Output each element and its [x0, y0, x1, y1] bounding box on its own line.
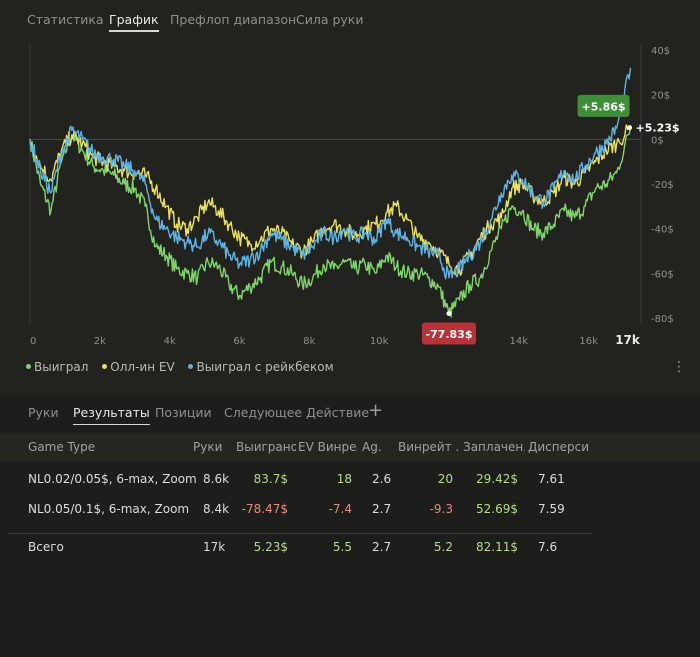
cell-variance: 7.6	[538, 540, 558, 554]
min-value-badge	[421, 322, 476, 345]
series-line	[29, 124, 631, 276]
tab-results[interactable]: Результаты	[73, 405, 150, 425]
cell-ev-winrate: -7.4	[328, 502, 352, 516]
legend-item-rakeback[interactable]: Выиграл с рейкбеком	[188, 360, 334, 374]
col-header-paid[interactable]: Заплачен...	[463, 440, 525, 454]
legend-dot	[102, 364, 108, 369]
legend-label: Выиграл с рейкбеком	[196, 360, 334, 374]
y-tick-label: -40$	[651, 225, 674, 236]
col-header-variance[interactable]: Дисперси...	[528, 440, 590, 454]
y-tick-label: 0$	[651, 135, 664, 146]
x-tick-label: 16k	[579, 336, 598, 347]
cell-paid: 29.42$	[476, 472, 518, 486]
tab-hand-strength[interactable]: Сила руки	[296, 12, 364, 27]
tab-graph[interactable]: График	[109, 12, 159, 32]
cell-hands: 8.6k	[203, 472, 230, 486]
cell-won: 83.7$	[253, 472, 288, 486]
add-tab-icon[interactable]: +	[368, 400, 384, 421]
min-value-dot	[446, 311, 452, 317]
top-tab-bar: Статистика График Префлоп диапазон Сила …	[0, 0, 700, 38]
col-header-won[interactable]: Выиграно	[236, 440, 296, 454]
col-header-aggression[interactable]: Ag.	[362, 440, 382, 454]
cell-variance: 7.61	[538, 472, 565, 486]
cell-ev-winrate: 5.5	[332, 540, 352, 554]
winnings-chart: 40$20$0$-20$-40$-60$-80$02k4k6k8k10k12k1…	[29, 44, 680, 347]
x-tick-label: 6k	[233, 336, 245, 347]
y-tick-label: -60$	[651, 269, 674, 280]
x-tick-label: 14k	[510, 336, 529, 347]
cell-winrate: 20	[437, 472, 453, 486]
legend-label: Выиграл	[34, 360, 89, 374]
tab-statistics[interactable]: Статистика	[27, 12, 104, 27]
table-header: Game Type Руки Выиграно EV Винре... Ag. …	[0, 433, 700, 461]
cell-game-type: NL0.05/0.1$, 6-max, Zoom	[28, 502, 190, 516]
legend-item-allin-ev[interactable]: Олл-ин EV	[102, 360, 175, 374]
end-value-dot	[627, 125, 633, 131]
cell-aggression: 2.7	[372, 540, 392, 554]
tab-preflop-range[interactable]: Префлоп диапазон	[170, 12, 297, 27]
cell-hands: 17k	[203, 540, 226, 554]
legend-item-won[interactable]: Выиграл	[26, 360, 88, 374]
col-header-hands[interactable]: Руки	[193, 440, 223, 454]
cell-winrate: 5.2	[433, 540, 453, 554]
cell-hands: 8.4k	[203, 502, 230, 516]
max-value-label: +5.86$	[582, 100, 626, 113]
cell-won: -78.47$	[241, 502, 288, 516]
legend-label: Олл-ин EV	[110, 360, 175, 374]
cell-aggression: 2.7	[372, 502, 392, 516]
col-header-ev-winrate[interactable]: EV Винре...	[298, 440, 358, 454]
legend-dot	[26, 364, 31, 369]
y-tick-label: -80$	[651, 314, 674, 325]
tab-hands[interactable]: Руки	[28, 405, 59, 420]
more-options-icon[interactable]: ⋮	[672, 359, 686, 375]
col-header-winrate[interactable]: Винрейт ...	[398, 440, 458, 454]
cell-paid: 82.11$	[476, 540, 518, 554]
table-row[interactable]: NL0.05/0.1$, 6-max, Zoom 8.4k -78.47$ -7…	[0, 496, 700, 524]
table-row[interactable]: NL0.02/0.05$, 6-max, Zoom 8.6k 83.7$ 18 …	[0, 466, 700, 494]
x-tick-label: 2k	[94, 336, 106, 347]
cell-aggression: 2.6	[372, 472, 392, 486]
table-total-row: Всего 17k 5.23$ 5.5 2.7 5.2 82.11$ 7.6	[0, 534, 700, 562]
y-tick-label: 40$	[651, 46, 670, 57]
min-value-label: -77.83$	[425, 328, 472, 341]
tab-next-action[interactable]: Следующее Действие	[224, 405, 370, 420]
total-divider	[8, 533, 592, 534]
y-tick-label: 20$	[651, 91, 670, 102]
legend-dot	[188, 364, 194, 369]
tab-positions[interactable]: Позиции	[155, 405, 212, 420]
x-tick-label: 10k	[370, 336, 389, 347]
end-value-label: +5.23$	[636, 122, 680, 135]
cell-total-label: Всего	[28, 540, 64, 554]
series-line	[29, 128, 632, 318]
x-tick-label: 8k	[303, 336, 315, 347]
cell-variance: 7.59	[538, 502, 565, 516]
x-tick-label: 17k	[615, 333, 641, 347]
series-line	[29, 67, 632, 280]
cell-ev-winrate: 18	[336, 472, 352, 486]
x-tick-label: 4k	[164, 336, 176, 347]
cell-game-type: NL0.02/0.05$, 6-max, Zoom	[28, 472, 197, 486]
results-panel: Руки Результаты Позиции Следующее Действ…	[0, 393, 700, 657]
bottom-tab-bar: Руки Результаты Позиции Следующее Действ…	[0, 393, 700, 433]
max-value-badge	[577, 94, 630, 117]
x-tick-label: 0	[30, 336, 36, 347]
col-header-game-type[interactable]: Game Type	[28, 440, 96, 454]
cell-winrate: -9.3	[429, 502, 453, 516]
cell-paid: 52.69$	[476, 502, 518, 516]
cell-won: 5.23$	[253, 540, 288, 554]
chart-legend: Выиграл Олл-ин EV Выиграл с рейкбеком	[26, 360, 344, 374]
y-tick-label: -20$	[651, 180, 674, 191]
